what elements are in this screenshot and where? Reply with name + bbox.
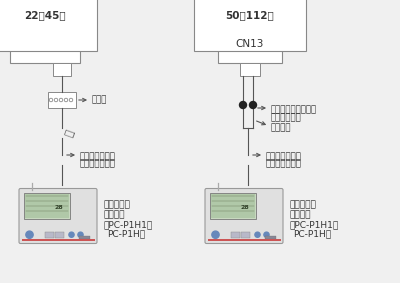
Bar (24, 194, 69, 218)
Bar (55, 231, 64, 238)
Text: リモコンコード: リモコンコード (80, 152, 116, 161)
Text: CN13: CN13 (236, 39, 264, 49)
Bar (241, 231, 250, 238)
Bar (44, 231, 54, 238)
Bar (265, 236, 276, 239)
Bar (218, 25, 282, 63)
Circle shape (212, 231, 219, 238)
Bar (24, 193, 70, 219)
Circle shape (250, 102, 256, 108)
Bar (210, 193, 256, 219)
Circle shape (64, 98, 68, 102)
Circle shape (69, 232, 74, 237)
Bar (22, 239, 94, 241)
Text: （現地準備品）: （現地準備品） (80, 159, 116, 168)
FancyBboxPatch shape (19, 188, 97, 243)
Text: 端子台: 端子台 (92, 95, 107, 104)
Text: （製品付属）: （製品付属） (271, 113, 302, 122)
Text: リモコン: リモコン (104, 210, 125, 219)
Circle shape (54, 98, 58, 102)
Text: PC-P1H）: PC-P1H） (294, 229, 332, 238)
Circle shape (78, 232, 83, 237)
Bar (53, 63, 71, 76)
Circle shape (49, 98, 53, 102)
Bar (208, 239, 280, 241)
Bar (230, 231, 240, 238)
Circle shape (26, 231, 33, 238)
Circle shape (255, 232, 260, 237)
Text: （PC-P1H1、: （PC-P1H1、 (290, 220, 339, 229)
Text: PC-P1H）: PC-P1H） (108, 229, 146, 238)
Text: 22～45型: 22～45型 (24, 10, 66, 20)
Text: 圧着接続: 圧着接続 (271, 123, 292, 132)
Circle shape (59, 98, 63, 102)
Text: 50～112型: 50～112型 (226, 10, 274, 20)
Text: （PC-P1H1、: （PC-P1H1、 (104, 220, 153, 229)
Text: コネクタ付きコード: コネクタ付きコード (271, 105, 317, 114)
Text: アメニティ: アメニティ (104, 200, 130, 209)
Text: 〜: 〜 (64, 128, 76, 138)
Circle shape (240, 102, 246, 108)
Bar (210, 194, 255, 218)
Circle shape (264, 232, 269, 237)
Bar (79, 236, 90, 239)
Bar (48, 92, 76, 108)
Text: 28: 28 (241, 205, 250, 210)
Bar (240, 63, 260, 76)
Text: リモコンコード: リモコンコード (266, 152, 302, 161)
Text: （現地準備品）: （現地準備品） (266, 159, 302, 168)
Bar (10, 25, 80, 63)
Text: リモコン: リモコン (290, 210, 311, 219)
FancyBboxPatch shape (205, 188, 283, 243)
Text: 28: 28 (55, 205, 64, 210)
Circle shape (69, 98, 73, 102)
Text: アメニティ: アメニティ (290, 200, 316, 209)
